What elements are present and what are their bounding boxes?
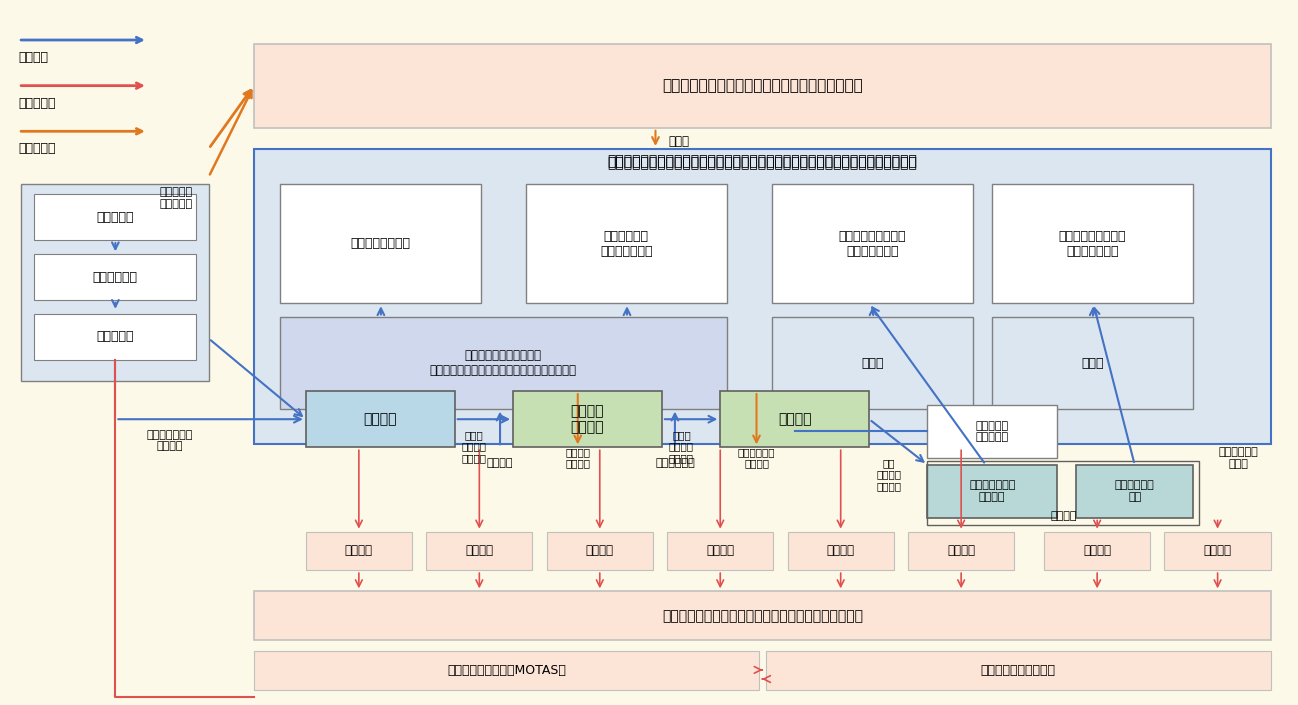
Text: 中古車購入者: 中古車購入者 [92,271,138,283]
FancyBboxPatch shape [280,184,480,303]
FancyBboxPatch shape [788,532,894,570]
Text: シュレッダーダスト
リサイクル施設: シュレッダーダスト リサイクル施設 [839,230,906,257]
Text: 情報管理センター【自動車リサイクル促進センター】: 情報管理センター【自動車リサイクル促進センター】 [662,609,863,623]
Text: フロン類破壊施設: フロン類破壊施設 [350,237,410,250]
Text: フロン類: フロン類 [487,458,513,468]
Text: シュレッダー
業者: シュレッダー 業者 [1115,480,1155,502]
Text: 引渡報告: 引渡報告 [465,544,493,558]
FancyBboxPatch shape [1164,532,1271,570]
Text: 最終所有者: 最終所有者 [96,330,134,343]
Text: 引渡報告: 引渡報告 [706,544,735,558]
Text: 登録検査システム（MOTAS）: 登録検査システム（MOTAS） [447,663,566,677]
Text: エアバッグ類: エアバッグ類 [655,458,694,468]
FancyBboxPatch shape [1044,532,1150,570]
Text: チーム: チーム [1081,357,1103,369]
Text: 解体
自動車の
引き渡し: 解体 自動車の 引き渡し [876,458,901,491]
FancyBboxPatch shape [928,405,1057,458]
Text: 物の流れ: 物の流れ [18,51,48,64]
FancyBboxPatch shape [546,532,653,570]
Text: 解体自動車
全部利用者: 解体自動車 全部利用者 [976,421,1009,442]
FancyBboxPatch shape [280,317,727,409]
Text: 引取報告: 引取報告 [585,544,614,558]
FancyBboxPatch shape [992,184,1193,303]
FancyBboxPatch shape [992,317,1193,409]
Text: リサイクル
料金の預託: リサイクル 料金の預託 [160,188,193,209]
FancyBboxPatch shape [928,465,1057,517]
Text: 解体業者: 解体業者 [778,412,811,427]
Text: 自動車再資源化協力機構
フロン類・エアバッグ類の引き取り・再資源化: 自動車再資源化協力機構 フロン類・エアバッグ類の引き取り・再資源化 [430,349,576,377]
FancyBboxPatch shape [21,184,209,381]
Text: エアバッグ類
回収料金: エアバッグ類 回収料金 [737,447,775,468]
Text: 引取報告: 引取報告 [1083,544,1111,558]
FancyBboxPatch shape [1076,465,1193,517]
Text: 資金管理法人【自動車リサイクル促進センター】: 資金管理法人【自動車リサイクル促進センター】 [662,78,863,93]
FancyBboxPatch shape [526,184,727,303]
FancyBboxPatch shape [513,391,662,447]
Text: シュレッダー
ダスト: シュレッダー ダスト [1219,447,1258,469]
Text: 自動車メーカー・輸入業者・指定再資源化機関【自動車リサイクル促進センター】: 自動車メーカー・輸入業者・指定再資源化機関【自動車リサイクル促進センター】 [607,156,918,170]
FancyBboxPatch shape [254,591,1271,640]
FancyBboxPatch shape [426,532,532,570]
Text: お金の流れ: お金の流れ [18,142,56,155]
Text: 情報の流れ: 情報の流れ [18,97,56,110]
Text: 使用済
自動車の
引き渡し: 使用済 自動車の 引き渡し [668,430,694,463]
FancyBboxPatch shape [254,651,759,689]
Text: 自動車メーカー・輸入業者・指定再資源化機関【自動車リサイクル促進センター】: 自動車メーカー・輸入業者・指定再資源化機関【自動車リサイクル促進センター】 [607,154,918,168]
FancyBboxPatch shape [306,532,411,570]
Text: 軽自動車検査システム: 軽自動車検査システム [980,663,1055,677]
Text: 引渡報告: 引渡報告 [1203,544,1232,558]
Text: フロン類
回収料金: フロン類 回収料金 [565,447,591,468]
Text: チーム: チーム [861,357,884,369]
FancyBboxPatch shape [254,149,1271,443]
Text: 破砕業者: 破砕業者 [1050,511,1077,521]
FancyBboxPatch shape [772,184,972,303]
Text: 引取報告: 引取報告 [827,544,854,558]
Text: 引取報告: 引取報告 [345,544,373,558]
FancyBboxPatch shape [720,391,870,447]
Text: プレス・せん断
処理業者: プレス・せん断 処理業者 [970,480,1015,502]
FancyBboxPatch shape [772,317,972,409]
Text: 新車購入者: 新車購入者 [96,211,134,223]
Text: 引取業者: 引取業者 [363,412,397,427]
Text: 使用済
自動車の
引き渡し: 使用済 自動車の 引き渡し [462,430,487,463]
FancyBboxPatch shape [306,391,454,447]
FancyBboxPatch shape [254,44,1271,128]
FancyBboxPatch shape [34,195,196,240]
Text: フロン類
回収業者: フロン類 回収業者 [571,404,605,434]
Text: シュレッダーダスト
リサイクル施設: シュレッダーダスト リサイクル施設 [1059,230,1127,257]
FancyBboxPatch shape [667,532,774,570]
FancyBboxPatch shape [909,532,1014,570]
Text: 使用済自動車の
引き渡し: 使用済自動車の 引き渡し [147,430,193,451]
FancyBboxPatch shape [34,314,196,360]
FancyBboxPatch shape [34,255,196,300]
Text: 払渡し: 払渡し [668,135,689,148]
FancyBboxPatch shape [766,651,1271,689]
Text: 引渡報告: 引渡報告 [948,544,975,558]
Text: エアバッグ類
リサイクル施設: エアバッグ類 リサイクル施設 [600,230,653,257]
